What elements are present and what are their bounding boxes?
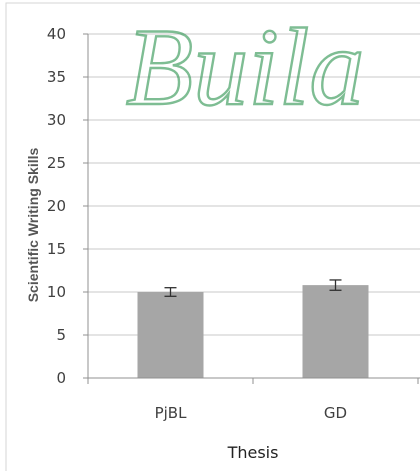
y-tick-label: 40	[47, 25, 66, 43]
y-tick-label: 5	[56, 326, 66, 344]
y-tick-label: 30	[47, 111, 66, 129]
bars	[137, 279, 369, 378]
y-tick-label: 10	[47, 283, 66, 301]
y-tick-label: 35	[47, 68, 66, 86]
y-axis-title: Scientific Writing Skills	[25, 148, 41, 303]
x-category-label: GD	[324, 404, 347, 422]
bar-gd	[302, 285, 369, 378]
y-tick-labels: 0 5 10 15 20 25 30 35 40	[47, 25, 66, 387]
axes	[83, 33, 420, 384]
y-tick-label: 20	[47, 197, 66, 215]
y-tick-label: 15	[47, 240, 66, 258]
x-axis-title: Thesis	[227, 443, 279, 462]
x-category-labels: PjBL GD	[155, 404, 348, 422]
y-tick-label: 0	[56, 369, 66, 387]
chart-frame	[5, 2, 420, 471]
y-tick-label: 25	[47, 154, 66, 172]
gridlines	[88, 33, 420, 336]
x-category-label: PjBL	[155, 404, 188, 422]
bar-pjbl	[137, 292, 204, 378]
watermark-text: Buila	[126, 6, 364, 128]
